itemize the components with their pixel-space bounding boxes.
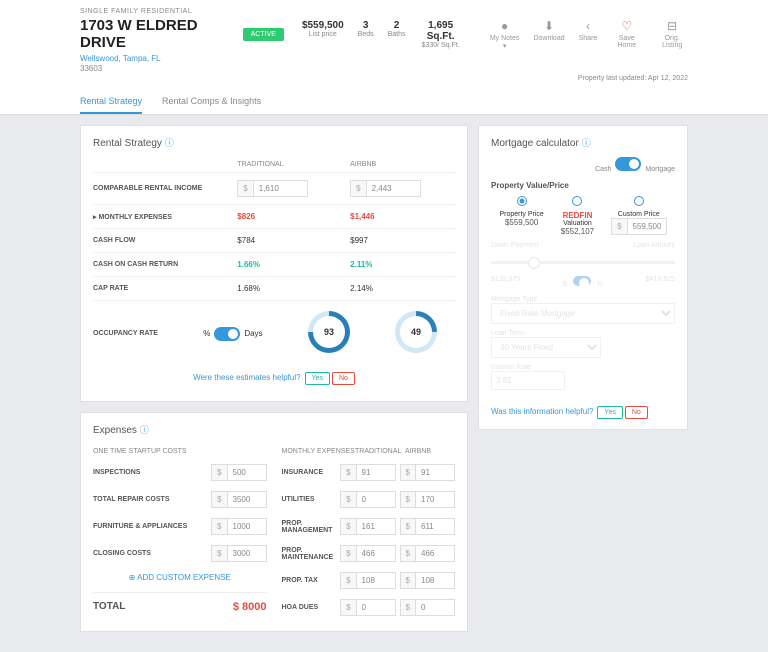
expenses-title: Expenses [93, 425, 137, 436]
occupancy-label: OCCUPANCY RATE [93, 330, 195, 337]
expense-input[interactable] [356, 572, 396, 589]
last-updated: Property last updated: Apr 12, 2022 [80, 75, 688, 82]
down-payment-slider[interactable] [491, 261, 675, 264]
action-download[interactable]: ⬇Download [533, 19, 564, 50]
rental-strategy-card: Rental Strategy ⓘ TRADITIONALAIRBNB COMP… [80, 125, 468, 402]
occupancy-donut-traditional: 93 [299, 302, 358, 361]
add-expense-button[interactable]: ⊕ ADD CUSTOM EXPENSE [93, 567, 267, 588]
location-link[interactable]: Wellswood, Tampa, FL [80, 54, 161, 63]
price-option[interactable]: Custom Price$ [611, 196, 666, 236]
expense-input[interactable] [415, 491, 455, 508]
action-my-notes--[interactable]: ●My Notes ▾ [490, 19, 520, 50]
action-share[interactable]: ‹Share [579, 19, 598, 50]
action-save-home[interactable]: ♡Save Home [611, 19, 642, 50]
stat: 2Baths [388, 20, 406, 49]
helpful-yes-button[interactable]: Yes [305, 372, 330, 385]
expense-input[interactable] [415, 464, 455, 481]
occupancy-donut-airbnb: 49 [386, 302, 445, 361]
custom-price-input[interactable] [627, 218, 667, 235]
expense-input[interactable] [356, 545, 396, 562]
address: 1703 W ELDRED DRIVE [80, 17, 235, 51]
expense-input[interactable] [415, 572, 455, 589]
stat: 3Beds [358, 20, 374, 49]
expense-input[interactable] [356, 518, 396, 535]
property-type: SINGLE FAMILY RESIDENTIAL [80, 8, 688, 15]
price-option[interactable]: REDFINValuation$552,107 [561, 196, 594, 236]
price-option[interactable]: Property Price$559,500 [499, 196, 543, 236]
info-icon[interactable]: ⓘ [165, 138, 174, 148]
zip: 33603 [80, 64, 688, 73]
income-input[interactable] [253, 180, 308, 197]
expense-input[interactable] [415, 599, 455, 616]
info-icon[interactable]: ⓘ [140, 425, 149, 435]
stats-bar: $559,500List price 3Beds 2Baths 1,695 Sq.Ft… [302, 20, 462, 49]
mortgage-type-select[interactable]: Fixed Rate Mortgage [491, 303, 675, 324]
expense-input[interactable] [227, 545, 267, 562]
expense-input[interactable] [356, 491, 396, 508]
status-badge: ACTIVE [243, 28, 284, 41]
income-input[interactable] [366, 180, 421, 197]
tab[interactable]: Rental Comps & Insights [162, 90, 261, 114]
info-icon[interactable]: ⓘ [582, 138, 591, 148]
loan-term-select[interactable]: 30 Years Fixed [491, 337, 601, 358]
action-orig--listing[interactable]: ⊟Orig. Listing [656, 19, 688, 50]
helpful-no-button[interactable]: No [332, 372, 355, 385]
actions-bar: ●My Notes ▾ ⬇Download ‹Share ♡Save Home ⊟Ori… [490, 19, 688, 50]
expense-input[interactable] [227, 464, 267, 481]
cash-mortgage-toggle[interactable] [615, 157, 641, 171]
mortgage-yes-button[interactable]: Yes [597, 406, 622, 419]
expense-input[interactable] [356, 464, 396, 481]
rental-title: Rental Strategy [93, 138, 162, 149]
expense-input[interactable] [356, 599, 396, 616]
expense-input[interactable] [415, 518, 455, 535]
interest-rate-input[interactable] [491, 371, 565, 390]
tab[interactable]: Rental Strategy [80, 90, 142, 114]
mortgage-no-button[interactable]: No [625, 406, 648, 419]
stat: $559,500List price [302, 20, 344, 49]
header: SINGLE FAMILY RESIDENTIAL 1703 W ELDRED … [0, 0, 768, 115]
mortgage-title: Mortgage calculator [491, 138, 579, 149]
expenses-card: Expenses ⓘ ONE TIME STARTUP COSTS INSPEC… [80, 412, 468, 632]
mortgage-card: Mortgage calculator ⓘ CashMortgage Prope… [478, 125, 688, 430]
occupancy-toggle[interactable] [214, 327, 240, 341]
total-value: $ 8000 [233, 601, 267, 613]
expense-input[interactable] [227, 491, 267, 508]
expense-input[interactable] [415, 545, 455, 562]
stat: 1,695 Sq.Ft.$330/ Sq.Ft. [420, 20, 462, 49]
tabs: Rental Strategy Rental Comps & Insights [80, 90, 688, 114]
expense-input[interactable] [227, 518, 267, 535]
